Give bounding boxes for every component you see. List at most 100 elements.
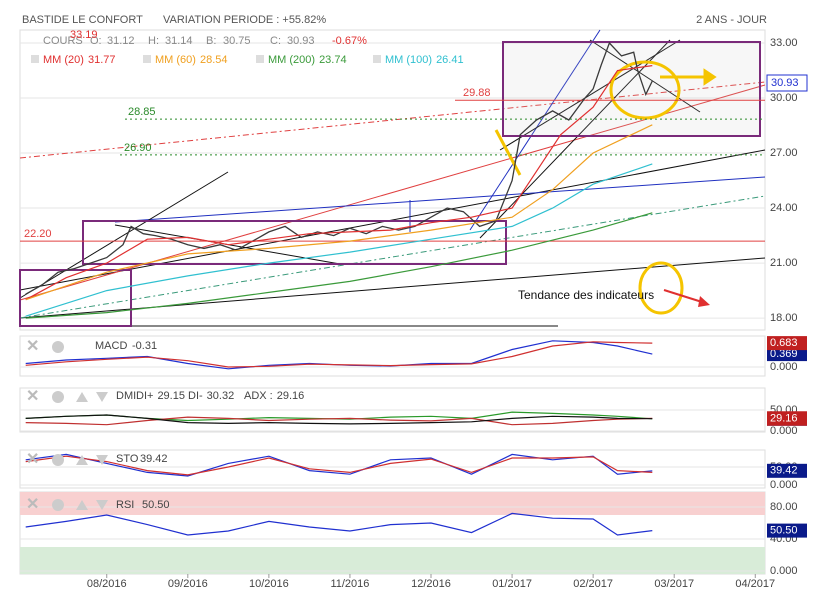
rsi-bands <box>20 492 765 574</box>
marks: 28.85 26.90 22.20 29.88 O: 31.12 H: 31.14 B: 30.7… <box>20 35 807 538</box>
value-box <box>767 463 807 478</box>
up-icon[interactable] <box>76 392 88 402</box>
series-line <box>25 41 653 295</box>
price-box <box>766 74 808 92</box>
series-line <box>25 124 653 301</box>
legend-name: MM (20) <box>43 54 84 66</box>
legend-value: 29.15 <box>157 390 185 402</box>
zone <box>82 220 507 265</box>
close-icon[interactable]: ✕ <box>26 451 39 468</box>
value-box-label: 0.683 <box>770 337 798 349</box>
y-tick-label: 0.000 <box>770 479 798 491</box>
close-icon[interactable]: ✕ <box>26 388 39 405</box>
dmi-title: DMI <box>116 390 136 402</box>
x-tick-label: 11/2016 <box>330 578 369 590</box>
y-tick-label: 0.000 <box>770 565 798 577</box>
zones <box>19 41 761 327</box>
rsi-title: RSI <box>116 499 134 511</box>
x-tick-label: 01/2017 <box>492 578 532 590</box>
arrow-head <box>698 296 710 307</box>
legend-name: ADX : <box>244 390 273 402</box>
trend-line <box>19 171 229 299</box>
red-arrow <box>663 289 710 307</box>
high-mark: 33.19 <box>70 29 98 41</box>
value-box-label: 0.369 <box>770 348 798 360</box>
up-icon[interactable] <box>76 455 88 465</box>
down-icon[interactable] <box>96 392 108 402</box>
ohlc-name: O: <box>90 35 102 47</box>
legend-name: DI- <box>188 390 203 402</box>
y-tick-label: 80.00 <box>770 501 798 513</box>
ohlc-value: 31.12 <box>107 35 135 47</box>
series-line <box>25 512 653 536</box>
legend-swatch <box>256 55 264 63</box>
legend-value: 29.16 <box>277 390 305 402</box>
series-line <box>25 416 653 426</box>
down-icon[interactable] <box>96 500 108 510</box>
legend-swatch <box>143 55 151 63</box>
stroke <box>494 129 522 176</box>
series-line <box>25 163 653 317</box>
y-tick-label: 0.000 <box>770 361 798 373</box>
ohlc-name: C: <box>270 35 281 47</box>
x-tick-label: 03/2017 <box>654 578 694 590</box>
x-tick-label: 02/2017 <box>573 578 613 590</box>
arrow <box>663 289 703 303</box>
close-icon[interactable]: ✕ <box>26 496 39 513</box>
legend-value: 28.54 <box>200 54 228 66</box>
value-box <box>767 336 807 351</box>
x-tick-label: 08/2016 <box>87 578 127 590</box>
title: BASTIDE LE CONFORT <box>22 14 143 26</box>
series-line <box>25 453 653 477</box>
series-line <box>25 341 653 368</box>
last-price: 30.93 <box>771 77 799 89</box>
ohlc-value: 30.75 <box>223 35 251 47</box>
y-tick-label: 18.00 <box>770 312 798 324</box>
value-box-label: 50.50 <box>770 525 798 537</box>
x-tick-label: 04/2017 <box>735 578 775 590</box>
level-label: 28.85 <box>128 106 156 118</box>
settings-icon[interactable] <box>52 341 64 353</box>
circle <box>609 60 681 120</box>
trend-lines <box>19 29 766 327</box>
macd-value: -0.31 <box>132 340 157 352</box>
x-tick-label: 09/2016 <box>168 578 208 590</box>
series-line <box>25 212 653 319</box>
level-label: 26.90 <box>124 142 152 154</box>
y-tick-label: 27.00 <box>770 147 798 159</box>
up-icon[interactable] <box>76 500 88 510</box>
sto-title: STO <box>116 453 139 465</box>
legend-name: MM (60) <box>155 54 196 66</box>
trend-line <box>114 176 766 223</box>
macd-title: MACD <box>95 340 127 352</box>
x-tick-label: 10/2016 <box>249 578 289 590</box>
settings-icon[interactable] <box>52 454 64 466</box>
annotation: Tendance des indicateurs <box>518 288 654 302</box>
arrow-head <box>703 68 717 86</box>
rsi-value: 50.50 <box>142 499 170 511</box>
trend-line <box>19 81 766 159</box>
ohlc-value: 31.14 <box>165 35 193 47</box>
grid: 18.00 21.00 24.00 27.00 30.00 33.00 08/2016 09/… <box>20 37 798 590</box>
legend-name: MM (200) <box>268 54 315 66</box>
legend-name: DI+ <box>136 390 153 402</box>
zone <box>19 269 132 327</box>
series-line <box>25 455 653 476</box>
highlights <box>494 60 717 315</box>
settings-icon[interactable] <box>52 499 64 511</box>
settings-icon[interactable] <box>52 391 64 403</box>
value-box <box>767 347 807 362</box>
legend-title: COURS <box>43 35 83 47</box>
close-icon[interactable]: ✕ <box>26 338 39 355</box>
value-box-label: 39.42 <box>770 465 798 477</box>
level-label: 22.20 <box>24 228 52 240</box>
change: -0.67% <box>332 35 367 47</box>
y-tick-label: 30.00 <box>770 92 798 104</box>
legend-name: MM (100) <box>385 54 432 66</box>
value-box <box>767 411 807 426</box>
down-icon[interactable] <box>96 455 108 465</box>
ohlc-name: B: <box>206 35 216 47</box>
legend-value: 26.41 <box>436 54 464 66</box>
circle <box>638 261 684 315</box>
toolbars: ✕ ✕ ✕ ✕ <box>26 338 108 513</box>
